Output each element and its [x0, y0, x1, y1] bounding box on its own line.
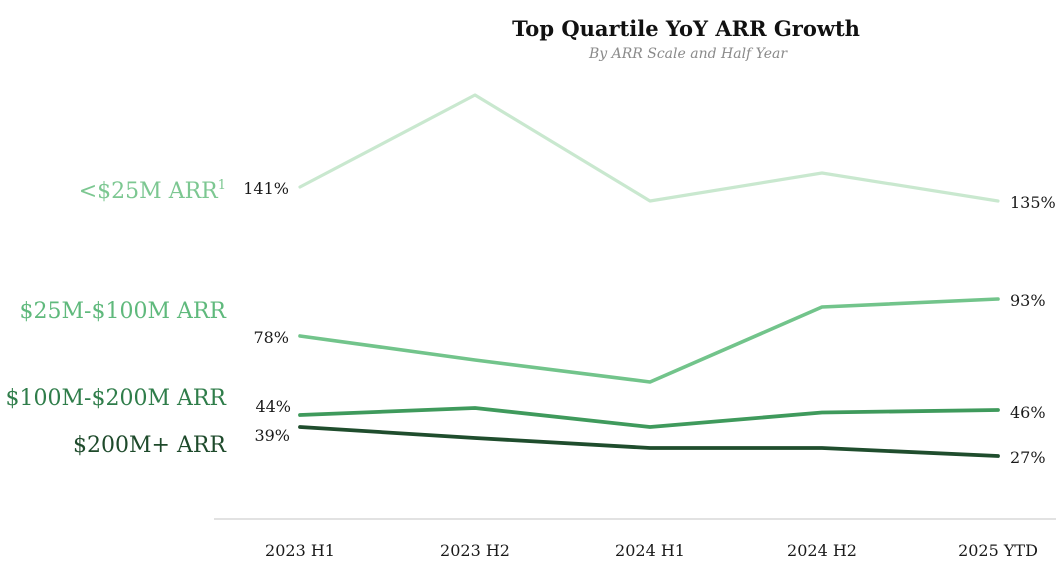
series-line-4: [298, 425, 1000, 458]
end-value-label: 93%: [1010, 291, 1046, 310]
start-value-label: 44%: [255, 397, 291, 416]
footnote-marker: 1: [218, 178, 226, 193]
series-name-label: $200M+ ARR: [73, 433, 227, 458]
x-tick-label: 2023 H1: [265, 541, 335, 560]
chart-title: Top Quartile YoY ARR Growth: [512, 16, 860, 41]
x-tick-label: 2025 YTD: [958, 541, 1038, 560]
series-labels: <$25M ARR1 141% 135% $25M-$100M ARR 78% 93% $1…: [6, 178, 1056, 467]
x-tick-label: 2024 H2: [787, 541, 857, 560]
series-line-3: [298, 406, 1000, 429]
end-value-label: 46%: [1010, 403, 1046, 422]
series-name-label: <$25M ARR1: [79, 178, 226, 204]
start-value-label: 141%: [243, 179, 289, 198]
x-axis-ticks: 2023 H1 2023 H2 2024 H1 2024 H2 2025 YTD: [265, 541, 1038, 560]
series-name-label: $100M-$200M ARR: [6, 386, 228, 411]
series-line-1: [298, 93, 1000, 203]
end-value-label: 135%: [1010, 193, 1056, 212]
series-line-2: [298, 297, 1000, 384]
start-value-label: 39%: [254, 426, 290, 445]
start-value-label: 78%: [253, 328, 289, 347]
x-tick-label: 2023 H2: [440, 541, 510, 560]
end-value-label: 27%: [1010, 448, 1046, 467]
series-lines: [298, 93, 1000, 458]
chart-subtitle: By ARR Scale and Half Year: [588, 46, 788, 62]
series-name-label: $25M-$100M ARR: [20, 299, 228, 324]
x-tick-label: 2024 H1: [615, 541, 685, 560]
